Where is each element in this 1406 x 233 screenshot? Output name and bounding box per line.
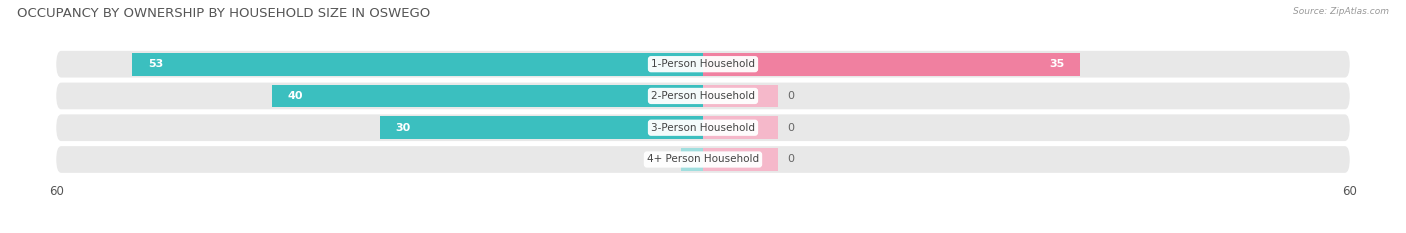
Text: 0: 0 bbox=[787, 123, 794, 133]
FancyBboxPatch shape bbox=[56, 114, 1350, 141]
Bar bbox=[703, 53, 1080, 76]
Bar bbox=[703, 116, 779, 139]
Text: 0: 0 bbox=[787, 154, 794, 164]
FancyBboxPatch shape bbox=[56, 146, 1350, 173]
Bar bbox=[682, 148, 703, 171]
Bar bbox=[271, 85, 703, 107]
Text: 30: 30 bbox=[396, 123, 411, 133]
Text: 40: 40 bbox=[288, 91, 304, 101]
FancyBboxPatch shape bbox=[56, 51, 1350, 78]
FancyBboxPatch shape bbox=[56, 83, 1350, 109]
Text: 0: 0 bbox=[787, 91, 794, 101]
Bar bbox=[703, 148, 779, 171]
Text: 4+ Person Household: 4+ Person Household bbox=[647, 154, 759, 164]
Text: 0: 0 bbox=[666, 154, 673, 164]
Text: 1-Person Household: 1-Person Household bbox=[651, 59, 755, 69]
Text: 2-Person Household: 2-Person Household bbox=[651, 91, 755, 101]
Text: Source: ZipAtlas.com: Source: ZipAtlas.com bbox=[1294, 7, 1389, 16]
Bar bbox=[132, 53, 703, 76]
Bar bbox=[380, 116, 703, 139]
Text: OCCUPANCY BY OWNERSHIP BY HOUSEHOLD SIZE IN OSWEGO: OCCUPANCY BY OWNERSHIP BY HOUSEHOLD SIZE… bbox=[17, 7, 430, 20]
Text: 35: 35 bbox=[1049, 59, 1064, 69]
Text: 3-Person Household: 3-Person Household bbox=[651, 123, 755, 133]
Bar bbox=[703, 85, 779, 107]
Text: 53: 53 bbox=[148, 59, 163, 69]
